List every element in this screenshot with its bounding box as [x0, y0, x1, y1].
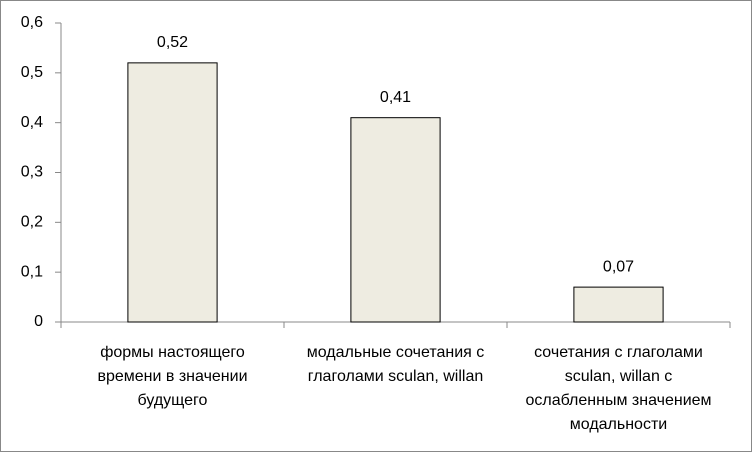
y-tick-label: 0,3 [21, 164, 43, 181]
y-tick-label: 0,5 [21, 64, 43, 81]
y-tick-label: 0,1 [21, 263, 43, 280]
value-label: 0,07 [603, 258, 634, 275]
bar [350, 117, 441, 323]
y-tick-label: 0 [34, 313, 43, 330]
y-tick-label: 0,4 [21, 114, 43, 131]
x-tick-label: модальные сочетания с глаголами sculan, … [306, 344, 485, 385]
y-tick-label: 0,2 [21, 214, 43, 231]
bar [127, 62, 218, 323]
y-tick-label: 0,6 [21, 14, 43, 31]
x-tick-label: формы настоящего времени в значении буду… [97, 344, 248, 409]
bar [573, 286, 664, 323]
value-label: 0,41 [380, 89, 411, 106]
x-tick-label: сочетания с глаголами sculan, willan с о… [525, 344, 712, 433]
value-label: 0,52 [157, 34, 188, 51]
